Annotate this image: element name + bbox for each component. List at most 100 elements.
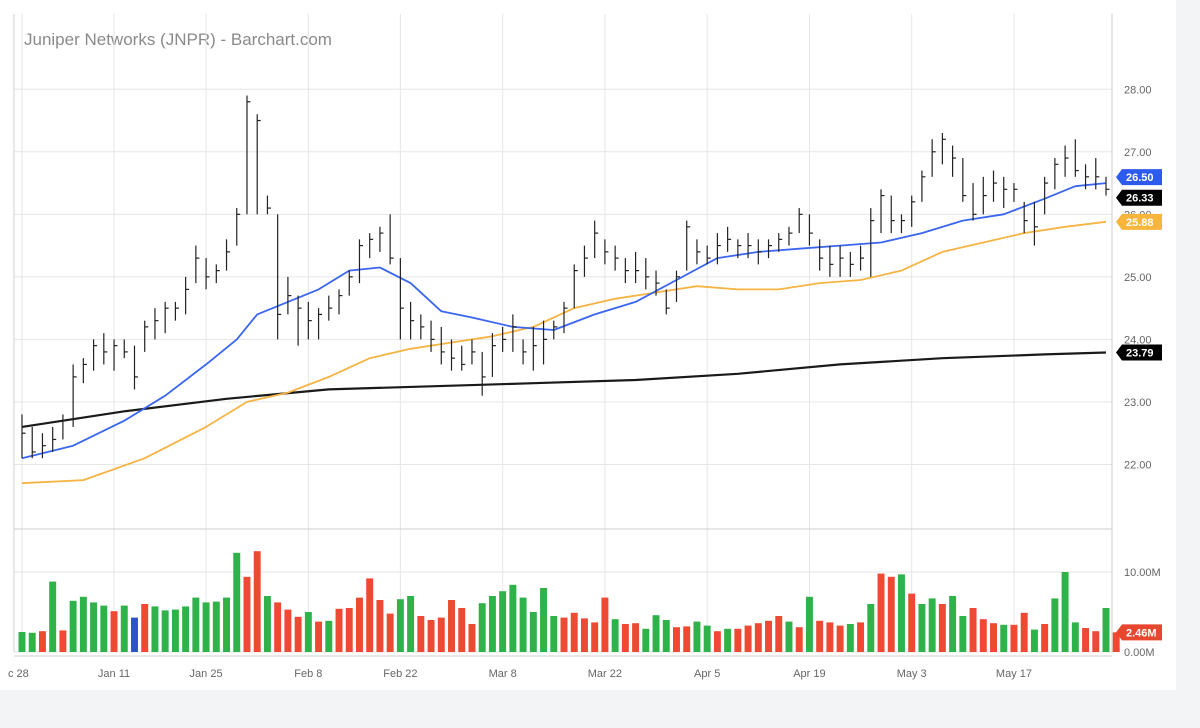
volume-bar — [192, 597, 200, 652]
volume-bar — [673, 627, 680, 652]
price-bar — [1084, 164, 1090, 190]
volume-bar — [683, 626, 691, 652]
price-bar — [236, 208, 241, 246]
volume-bar — [713, 631, 721, 652]
date-tick-label: Apr 19 — [793, 668, 825, 680]
price-bar — [82, 358, 87, 384]
price-bar — [41, 433, 46, 459]
volume-bar — [161, 610, 169, 652]
volume-bar — [304, 612, 312, 652]
date-tick-label: c 28 — [8, 668, 29, 680]
volume-bar — [335, 608, 343, 652]
volume-bar — [468, 624, 476, 652]
price-bar — [195, 245, 200, 284]
volume-bar — [560, 617, 568, 652]
volume-bar — [110, 611, 118, 652]
chart-card: Juniper Networks (JNPR) - Barchart.com 2… — [0, 0, 1176, 690]
volume-bar — [734, 628, 742, 652]
date-tick-label: Feb 22 — [383, 668, 417, 680]
volume-bar — [141, 604, 149, 652]
price-bar — [481, 351, 486, 396]
price-bar — [471, 339, 476, 365]
price-bar — [1013, 183, 1018, 202]
volume-bar — [253, 551, 261, 652]
volume-bar — [611, 619, 619, 652]
volume-bar — [1000, 624, 1008, 652]
volume-tick-label: 10.00M — [1124, 567, 1161, 579]
price-bar — [778, 233, 783, 252]
volume-bar — [18, 632, 26, 652]
volume-bar — [28, 632, 36, 652]
volume-bar — [775, 616, 783, 652]
price-tick-label: 27.00 — [1124, 147, 1152, 159]
price-bar — [307, 301, 312, 340]
volume-bar — [826, 622, 834, 652]
volume-bar — [744, 625, 752, 652]
price-bar — [614, 245, 619, 271]
moving-average-slow-line — [21, 351, 1107, 428]
price-bar — [1054, 158, 1059, 190]
price-tick-label: 23.00 — [1124, 397, 1152, 409]
price-tick-label: 25.00 — [1124, 272, 1152, 284]
volume-bar — [59, 630, 67, 652]
price-bar — [1023, 201, 1028, 234]
volume-bar — [243, 576, 251, 652]
price-bar — [634, 251, 640, 284]
price-bar — [553, 320, 558, 340]
volume-bar — [580, 618, 588, 652]
price-bar — [328, 295, 333, 321]
value-badge-label: 26.50 — [1126, 172, 1154, 184]
volume-bar — [642, 628, 650, 652]
volume-bar — [816, 620, 824, 652]
chart-title: Juniper Networks (JNPR) - Barchart.com — [24, 30, 332, 49]
volume-bar — [836, 625, 844, 652]
price-bar — [338, 289, 343, 315]
price-bar — [952, 145, 957, 177]
volume-bar — [652, 615, 660, 652]
volume-bar — [1071, 622, 1079, 652]
price-bar — [645, 258, 650, 290]
volume-bar — [990, 623, 997, 652]
price-bar — [747, 233, 752, 259]
price-bar — [880, 189, 885, 234]
volume-bar — [38, 631, 46, 652]
price-bar — [962, 158, 967, 202]
volume-bar — [703, 625, 711, 652]
price-bar — [287, 276, 292, 315]
volume-bar — [591, 622, 599, 652]
date-tick-label: Jan 11 — [98, 668, 130, 680]
volume-bar — [805, 596, 813, 652]
volume-bar — [887, 576, 895, 652]
volume-bar — [212, 601, 220, 652]
volume-bar — [550, 616, 558, 652]
price-bar — [174, 301, 179, 321]
volume-bar — [376, 600, 384, 652]
volume-bar — [499, 591, 507, 652]
price-bar — [358, 239, 363, 284]
price-bar — [706, 245, 711, 265]
price-bar — [225, 239, 231, 271]
price-bar — [1033, 201, 1038, 246]
volume-bar — [488, 596, 496, 652]
price-bar — [205, 258, 210, 290]
price-tick-label: 22.00 — [1124, 459, 1152, 471]
volume-bar — [662, 620, 670, 652]
price-bar — [1003, 176, 1008, 209]
price-bar — [103, 333, 108, 365]
volume-bar — [437, 617, 445, 652]
date-tick-label: Mar 22 — [588, 668, 622, 680]
price-bar — [389, 214, 394, 265]
volume-bar — [202, 602, 210, 652]
price-bar — [1074, 139, 1079, 177]
price-bar — [921, 170, 926, 202]
price-bar — [512, 314, 517, 352]
volume-bar — [325, 620, 333, 652]
price-bar — [829, 245, 834, 277]
volume-bar — [396, 599, 404, 652]
price-bar — [379, 226, 384, 252]
moving-average-medium-line — [21, 220, 1107, 485]
date-tick-label: Mar 8 — [489, 668, 517, 680]
volume-bar — [427, 620, 435, 652]
price-bar — [277, 214, 282, 340]
price-bar — [144, 320, 149, 352]
